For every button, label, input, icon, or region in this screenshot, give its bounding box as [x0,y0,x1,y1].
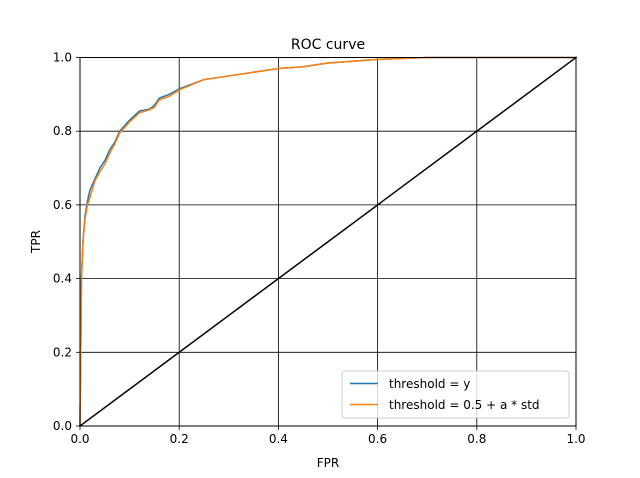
y-tick-label-2: 0.4 [53,272,72,286]
y-tick-label-1: 0.2 [53,345,72,359]
y-tick-label-3: 0.6 [53,198,72,212]
series-group [78,56,578,428]
y-tick-label-5: 1.0 [53,51,72,65]
plot-frame [79,57,577,427]
y-tick-label-4: 0.8 [53,124,72,138]
x-tick-label-3: 0.6 [368,432,387,446]
x-tick-label-1: 0.2 [170,432,189,446]
grid [79,57,577,427]
x-axis-label: FPR [317,456,339,470]
y-axis-label: TPR [29,230,43,254]
series-line-threshold-std [79,56,577,427]
legend-box [341,370,570,419]
x-tick-label-2: 0.4 [269,432,288,446]
x-tick-label-0: 0.0 [70,432,89,446]
x-tick-label-5: 1.0 [566,432,585,446]
legend-label-threshold-std: threshold = 0.5 + a * std [389,398,540,412]
ticks: 0.0 0.2 0.4 0.6 0.8 1.0 0.0 0.2 0.4 0.6 0.8 1.0 [53,51,586,447]
y-tick-label-0: 0.0 [53,419,72,433]
diagonal-reference-line [78,56,578,428]
chart-title: ROC curve [291,37,365,53]
x-tick-label-4: 0.8 [467,432,486,446]
legend-label-threshold-y: threshold = y [389,377,470,391]
legend: threshold = y threshold = 0.5 + a * std [341,370,570,419]
